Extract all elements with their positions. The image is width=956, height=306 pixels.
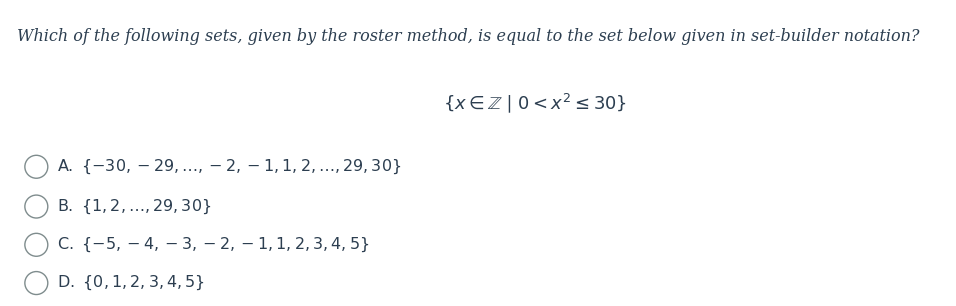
Text: Which of the following sets, given by the roster method, is equal to the set bel: Which of the following sets, given by th… (17, 28, 920, 45)
Text: $\mathrm{D.}\ \{0, 1, 2, 3, 4, 5\}$: $\mathrm{D.}\ \{0, 1, 2, 3, 4, 5\}$ (57, 274, 206, 292)
Text: $\mathrm{C.}\ \{-5, -4, -3, -2, -1, 1, 2, 3, 4, 5\}$: $\mathrm{C.}\ \{-5, -4, -3, -2, -1, 1, 2… (57, 236, 370, 254)
Text: $\mathrm{B.}\ \{1, 2, \ldots, 29, 30\}$: $\mathrm{B.}\ \{1, 2, \ldots, 29, 30\}$ (57, 197, 211, 216)
Text: $\{x \in \mathbb{Z} \mid 0 < x^2 \leq 30\}$: $\{x \in \mathbb{Z} \mid 0 < x^2 \leq 30… (444, 92, 627, 115)
Text: $\mathrm{A.}\ \{-30, -29, \ldots, -2, -1, 1, 2, \ldots, 29, 30\}$: $\mathrm{A.}\ \{-30, -29, \ldots, -2, -1… (57, 158, 402, 176)
